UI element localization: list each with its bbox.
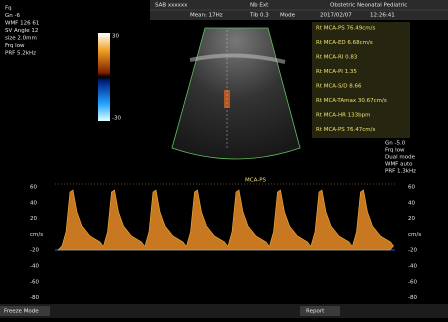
- scale-label-right: -60: [408, 279, 417, 285]
- left-param: WMF 126 61: [5, 21, 39, 27]
- left-param: size 2.0mm: [5, 36, 37, 42]
- scale-label-right: -80: [408, 295, 417, 301]
- color-scale-bottom: -30: [112, 116, 121, 122]
- color-scale-top: 30: [112, 34, 119, 40]
- color-scale-bar: [98, 33, 110, 121]
- scale-label-left: 20: [30, 216, 37, 222]
- scale-label-left: 40: [30, 200, 37, 206]
- measurement: Rt MCA-TAmax 30.67cm/s: [316, 98, 387, 104]
- trace-label: MCA-PS: [245, 178, 267, 184]
- right-param: Gn -5.0: [385, 141, 406, 147]
- left-param: PRF 5.2kHz: [5, 51, 36, 57]
- header-text: Obstetric Neonatal Pediatric: [330, 3, 407, 9]
- scale-label-right: 60: [408, 185, 415, 191]
- header-text: 2017/02/07: [320, 13, 352, 19]
- header-text: Mode: [280, 13, 296, 19]
- measurement: Rt MCA-PI 1.35: [316, 69, 357, 75]
- scale-label-right: -40: [408, 264, 417, 270]
- left-param: SV Angle 12: [5, 28, 38, 34]
- header-text: SAB xxxxxx: [155, 3, 188, 9]
- right-param: Dual mode: [385, 155, 416, 161]
- left-param: Frq low: [5, 43, 25, 49]
- footer-right[interactable]: Report: [306, 309, 325, 315]
- header-text: Nb Ext: [250, 3, 269, 9]
- measurement: Rt MCA-PS 76.47cm/s: [316, 127, 375, 133]
- right-param: PRF 1.3kHz: [385, 169, 416, 175]
- measurement: Rt MCA-HR 133bpm: [316, 113, 370, 119]
- footer-bar: [0, 304, 448, 318]
- header-text: Mean: 17Hz: [190, 13, 223, 19]
- scale-label-right: cm/s: [408, 232, 421, 238]
- scale-label-left: -20: [30, 248, 39, 254]
- scale-label-left: cm/s: [30, 232, 43, 238]
- right-param: WMF auto: [385, 162, 413, 168]
- header-text: Tib 0.3: [249, 13, 269, 19]
- scale-label-left: -60: [30, 279, 39, 285]
- header-text: 12:26:41: [370, 13, 395, 19]
- left-param: Gn -6: [5, 13, 20, 19]
- scale-label-right: 40: [408, 200, 415, 206]
- right-param: Frq low: [385, 148, 405, 154]
- scale-label-left: -40: [30, 264, 39, 270]
- scale-label-left: -80: [30, 295, 39, 301]
- scale-label-right: 20: [408, 216, 415, 222]
- ultrasound-screen: MCA-PS Freeze Mode Report 30 -30 SAB xxx…: [0, 0, 448, 318]
- footer-left[interactable]: Freeze Mode: [4, 309, 39, 315]
- measurement: Rt MCA-ED 6.68cm/s: [316, 40, 373, 46]
- measurement: Rt MCA-S/D 8.66: [316, 84, 362, 90]
- left-param: Fq: [5, 6, 12, 12]
- measurement: Rt MCA-PS 76.49cm/s: [316, 26, 375, 32]
- scale-label-left: 60: [30, 185, 37, 191]
- scale-label-right: -20: [408, 248, 417, 254]
- measurement: Rt MCA-RI 0.83: [316, 55, 358, 61]
